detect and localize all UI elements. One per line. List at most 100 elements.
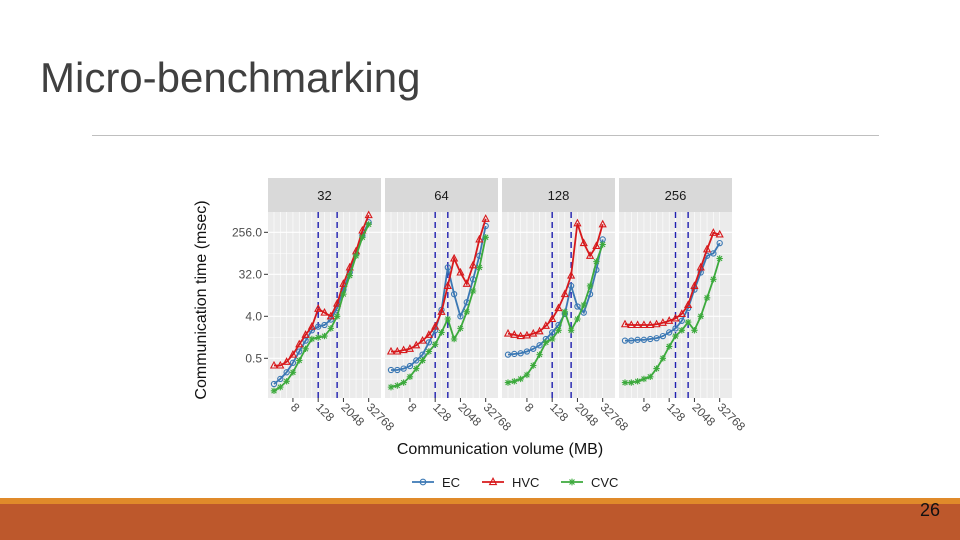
data-point-ec [716,239,723,247]
legend-label-hvc: HVC [512,475,539,490]
data-point-ec [653,335,660,342]
data-point-hvc [339,279,348,287]
data-point-hvc [333,298,342,307]
x-tick-label: 2048 [338,400,367,429]
data-point-hvc [393,346,402,355]
data-point-cvc [574,315,581,323]
data-point-cvc [561,308,569,315]
data-point-hvc [386,346,396,355]
data-point-hvc [535,326,544,335]
data-point-ec [296,348,303,355]
data-point-cvc [277,383,284,391]
x-tick-label: 32768 [364,400,398,434]
data-point-hvc [326,311,335,320]
data-point-hvc [437,307,446,315]
legend-marker-ec [419,478,427,486]
series-line-cvc [390,237,487,388]
data-point-hvc [295,339,304,348]
facet-strip [385,178,498,212]
x-tick-label: 32768 [481,400,515,434]
data-point-cvc [438,329,445,336]
x-tick-label: 128 [430,400,454,424]
data-point-ec [511,350,518,358]
data-point-hvc [282,357,291,365]
data-point-ec [634,336,641,343]
data-point-cvc [431,341,439,348]
data-point-cvc [647,373,654,380]
data-point-cvc [296,357,303,364]
data-point-hvc [677,309,686,317]
data-point-cvc [691,327,698,334]
y-axis-label: Communication time (msec) [193,200,210,399]
data-point-cvc [697,313,704,320]
data-point-cvc [523,371,531,379]
facet-label: 32 [317,188,331,203]
facet-label: 64 [434,188,448,203]
data-point-hvc [573,218,582,227]
data-point-cvc [365,221,372,228]
data-point-ec [302,337,309,344]
x-tick-label: 8 [522,400,537,415]
facet-label: 128 [548,188,570,203]
data-point-hvc [364,210,373,219]
data-point-hvc [399,345,408,354]
series-line-cvc [625,258,721,384]
data-point-cvc [444,315,452,323]
data-point-cvc [672,332,679,340]
data-point-hvc [320,307,329,316]
data-point-ec [666,329,673,336]
data-point-hvc [585,251,595,259]
title-divider [92,135,879,136]
data-point-hvc [620,319,630,328]
data-point-cvc [457,325,464,332]
data-point-cvc [586,282,594,290]
data-point-cvc [387,383,395,391]
data-point-cvc [580,301,587,309]
data-point-hvc [475,234,484,243]
data-point-cvc [283,378,290,385]
data-point-ec [450,290,458,298]
data-point-cvc [684,318,692,326]
data-point-hvc [684,300,693,309]
data-point-cvc [482,234,489,241]
data-point-ec [659,332,667,340]
data-point-hvc [481,214,490,222]
legend-marker-cvc [568,478,576,486]
data-point-cvc [530,362,537,369]
data-point-hvc [462,279,471,287]
data-point-ec [647,335,654,343]
data-point-hvc [579,238,588,247]
data-point-ec [277,375,284,383]
data-point-cvc [710,276,717,283]
data-point-hvc [560,289,569,298]
data-point-cvc [352,252,360,260]
data-point-cvc [394,382,401,389]
data-point-ec [640,336,648,343]
data-point-hvc [405,344,415,352]
data-point-hvc [345,262,354,271]
data-point-cvc [640,375,648,383]
data-point-hvc [276,360,285,369]
data-point-hvc [633,320,642,329]
data-point-cvc [340,290,347,298]
data-point-ec [457,313,464,320]
legend-marker-hvc [488,477,498,486]
data-point-hvc [443,281,452,289]
data-point-hvc [567,270,576,279]
facet-strip [502,178,615,212]
x-tick-label: 128 [547,400,571,424]
data-point-ec [289,359,297,366]
data-point-hvc [522,330,532,339]
data-point-cvc [302,345,309,353]
data-point-ec [710,250,717,257]
data-point-hvc [671,313,680,322]
data-point-hvc [665,316,674,324]
series-line-ec [507,239,604,356]
x-tick-label: 2048 [689,400,718,429]
y-tick-label: 4.0 [245,309,262,323]
footer-bar [0,504,960,540]
series-line-hvc [391,218,487,353]
data-point-hvc [418,335,427,344]
series-line-hvc [624,231,720,326]
data-point-ec [283,369,290,376]
